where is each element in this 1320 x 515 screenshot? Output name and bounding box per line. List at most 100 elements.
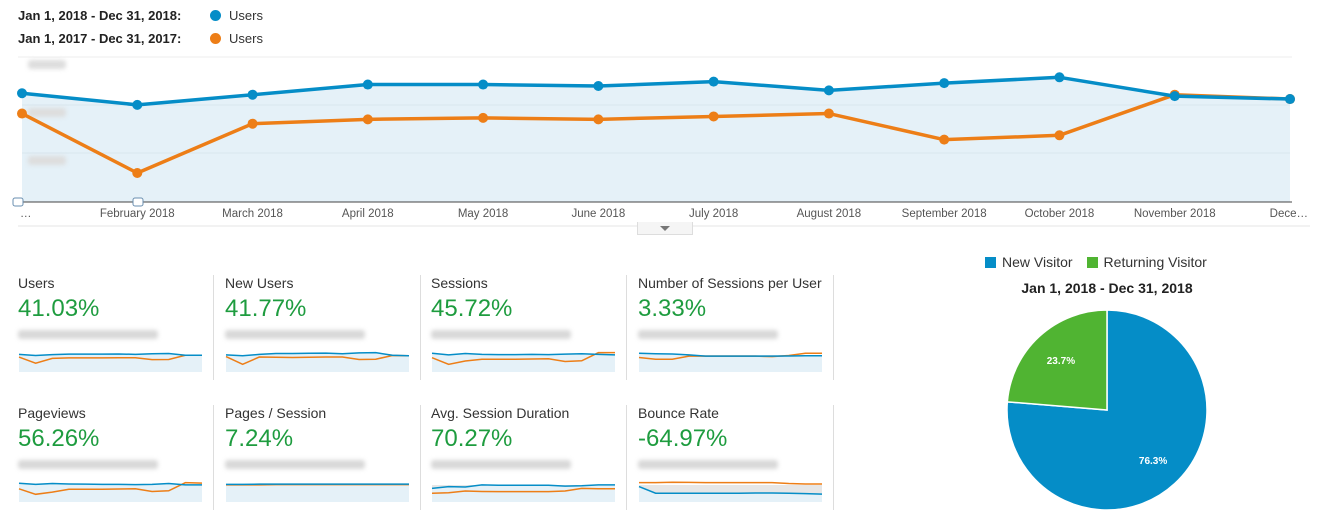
divider — [833, 405, 834, 510]
legend-metric-label[interactable]: Users — [229, 8, 263, 23]
legend-current-range: Jan 1, 2018 - Dec 31, 2018: Users — [18, 8, 263, 23]
scorecard-number-of-sessions-per-user[interactable]: Number of Sessions per User 3.33% — [638, 275, 833, 385]
chart-collapse-toggle[interactable] — [637, 222, 693, 235]
data-point[interactable] — [17, 88, 27, 99]
scorecard-sparkline — [638, 481, 823, 502]
scorecard-sparkline — [431, 351, 616, 372]
data-point[interactable] — [247, 118, 258, 129]
scorecard-obscured-values — [431, 460, 571, 469]
legend-dot-icon — [210, 10, 221, 21]
data-point[interactable] — [939, 134, 950, 145]
data-point[interactable] — [478, 112, 489, 123]
scorecard-bounce-rate[interactable]: Bounce Rate -64.97% — [638, 405, 833, 515]
annotation-icon[interactable] — [132, 197, 144, 207]
annotation-icon[interactable] — [12, 197, 24, 207]
pie-slice-new-visitor[interactable] — [1006, 309, 1208, 511]
pie-slice-label: 76.3% — [1139, 456, 1167, 467]
scorecard-sparkline — [18, 352, 202, 372]
sparkline-previous-line — [225, 354, 410, 366]
data-point[interactable] — [708, 76, 719, 87]
scorecard-pages-session[interactable]: Pages / Session 7.24% — [225, 405, 420, 515]
series-line-previous — [21, 92, 1291, 175]
scorecard-change: -64.97% — [638, 425, 728, 452]
data-point[interactable] — [362, 114, 373, 125]
sparkline-current-area — [226, 484, 409, 502]
scorecard-obscured-values — [18, 330, 158, 339]
data-point[interactable] — [132, 168, 143, 178]
sparkline-previous-line — [18, 481, 203, 496]
divider — [626, 405, 627, 510]
scorecard-avg-session-duration[interactable]: Avg. Session Duration 70.27% — [431, 405, 626, 515]
pie-slice-returning-visitor[interactable] — [1006, 309, 1108, 411]
data-point[interactable] — [823, 85, 834, 96]
data-point[interactable] — [1169, 91, 1180, 102]
scorecard-change: 56.26% — [18, 425, 100, 452]
scorecard-obscured-values — [638, 460, 778, 469]
y-tick-label-obscured — [28, 156, 66, 165]
pie-title: Jan 1, 2018 - Dec 31, 2018 — [1021, 280, 1193, 296]
scorecard-change: 45.72% — [431, 295, 513, 322]
scorecard-change: 7.24% — [225, 425, 294, 452]
x-tick-label: August 2018 — [797, 208, 862, 220]
data-point[interactable] — [478, 79, 489, 90]
sparkline-current-line — [638, 352, 822, 357]
x-tick-label: March 2018 — [222, 208, 283, 220]
data-point[interactable] — [362, 79, 373, 90]
data-point[interactable] — [17, 108, 27, 119]
sparkline-current-line — [225, 351, 410, 357]
scorecard-title: Users — [18, 275, 55, 291]
data-point[interactable] — [132, 99, 143, 110]
legend-label: Returning Visitor — [1103, 254, 1207, 270]
sparkline-current-area — [639, 486, 822, 502]
x-tick-label: June 2018 — [572, 208, 626, 220]
data-point[interactable] — [247, 89, 258, 100]
scorecard-title: Number of Sessions per User — [638, 275, 822, 291]
sparkline-current-line — [431, 484, 615, 490]
data-point[interactable] — [823, 108, 834, 119]
x-tick-label: October 2018 — [1025, 208, 1095, 220]
scorecard-sessions[interactable]: Sessions 45.72% — [431, 275, 626, 385]
x-tick-label: September 2018 — [902, 208, 987, 220]
sparkline-current-line — [431, 352, 616, 356]
data-point[interactable] — [593, 81, 604, 91]
scorecard-sparkline — [18, 481, 203, 502]
data-point[interactable] — [708, 111, 719, 122]
sparkline-current-area — [432, 484, 615, 502]
y-tick-label-obscured — [28, 60, 66, 69]
pie-legend: New Visitor Returning Visitor — [985, 254, 1207, 270]
sparkline-previous-line — [639, 481, 822, 485]
sparkline-current-line — [18, 352, 202, 357]
scorecard-title: Sessions — [431, 275, 488, 291]
legend-swatch-icon — [985, 257, 996, 268]
legend-metric-label[interactable]: Users — [229, 31, 263, 46]
divider — [420, 275, 421, 380]
scorecard-change: 3.33% — [638, 295, 707, 322]
divider — [833, 275, 834, 380]
data-point[interactable] — [1285, 94, 1295, 105]
x-tick-label: May 2018 — [458, 208, 509, 220]
data-point[interactable] — [1054, 130, 1065, 141]
scorecard-sparkline — [226, 483, 409, 502]
chevron-down-icon — [660, 225, 670, 231]
data-point[interactable] — [593, 114, 604, 125]
legend-range-label: Jan 1, 2017 - Dec 31, 2017: — [18, 31, 182, 46]
scorecard-title: Bounce Rate — [638, 405, 719, 421]
scorecard-new-users[interactable]: New Users 41.77% — [225, 275, 420, 385]
scorecard-users[interactable]: Users 41.03% — [18, 275, 213, 385]
divider — [420, 405, 421, 510]
divider — [213, 275, 214, 380]
scorecard-title: Pageviews — [18, 405, 86, 421]
x-tick-label: Dece… — [1270, 208, 1308, 220]
sparkline-previous-line — [431, 351, 615, 366]
scorecard-pageviews[interactable]: Pageviews 56.26% — [18, 405, 213, 515]
legend-swatch-icon — [1086, 257, 1098, 268]
sparkline-current-area — [639, 353, 822, 372]
x-tick-label: April 2018 — [342, 208, 394, 220]
pie-legend-item-new[interactable]: New Visitor — [985, 254, 1073, 270]
pie-legend-item-returning[interactable]: Returning Visitor — [1086, 254, 1207, 270]
data-point[interactable] — [1054, 72, 1065, 83]
data-point[interactable] — [939, 78, 950, 89]
users-line-chart[interactable]: … February 2018 March 2018 April 2018 May 20… — [0, 0, 1320, 235]
scorecard-sparkline — [638, 352, 822, 372]
